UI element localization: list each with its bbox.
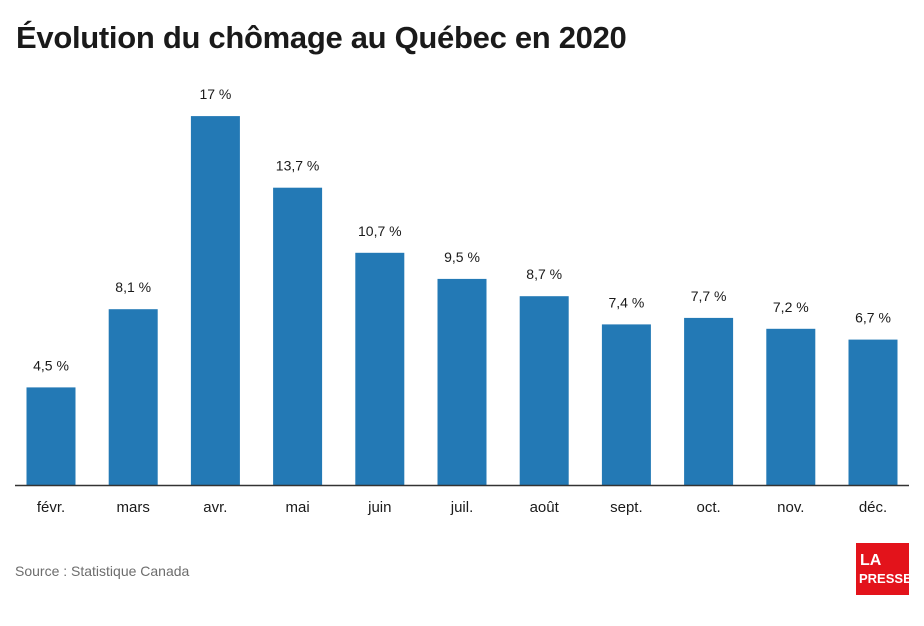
bar-1 [108,309,158,485]
x-tick-label-3: mai [286,499,310,516]
x-tick-label-5: juil. [450,499,474,516]
data-label-6: 8,7 % [526,266,562,282]
data-label-8: 7,7 % [691,288,727,304]
la-presse-logo: LA PRESSE [856,543,909,595]
bar-3 [273,187,323,485]
data-label-5: 9,5 % [444,249,480,265]
chart-title: Évolution du chômage au Québec en 2020 [16,20,627,55]
bar-5 [437,278,487,486]
x-tick-label-6: août [530,499,560,516]
bar-9 [766,328,816,485]
data-label-10: 6,7 % [855,310,891,326]
logo-line2: PRESSE [859,571,909,586]
bar-7 [601,324,651,485]
logo-line1: LA [860,552,882,569]
x-tick-label-4: juin [367,499,391,516]
x-tick-label-10: déc. [859,499,887,516]
bar-0 [26,387,76,485]
x-tick-label-0: févr. [37,499,65,516]
bar-4 [355,252,405,485]
x-tick-label-9: nov. [777,499,804,516]
data-label-1: 8,1 % [115,279,151,295]
bar-10 [848,339,898,485]
x-tick-label-8: oct. [697,499,721,516]
bar-6 [519,296,569,485]
data-label-3: 13,7 % [276,158,320,174]
x-tick-label-2: avr. [203,499,227,516]
bar-2 [190,116,240,485]
data-label-4: 10,7 % [358,223,402,239]
data-label-7: 7,4 % [608,294,644,310]
data-label-9: 7,2 % [773,299,809,315]
source-note: Source : Statistique Canada [15,563,190,579]
x-tick-label-7: sept. [610,499,643,516]
bar-8 [684,317,734,485]
data-label-2: 17 % [199,86,231,102]
logo-background [856,543,909,595]
x-tick-label-1: mars [117,499,150,516]
data-label-0: 4,5 % [33,357,69,373]
